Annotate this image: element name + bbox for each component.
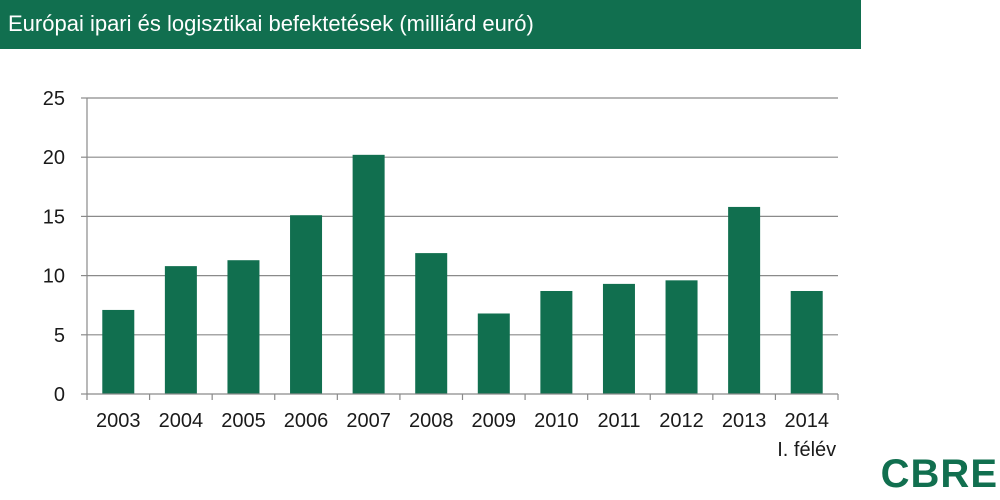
x-tick-label-2007: 2007 xyxy=(346,410,391,432)
x-tick-label-2005: 2005 xyxy=(221,410,266,432)
chart-title: Európai ipari és logisztikai befektetése… xyxy=(8,11,534,36)
y-tick-label: 10 xyxy=(43,266,65,288)
bar-2008 xyxy=(415,253,448,394)
grid-lines xyxy=(87,97,838,336)
bar-2005 xyxy=(227,260,260,394)
bars xyxy=(102,154,823,394)
x-tick-sublabel-2014: I. félév xyxy=(777,439,836,461)
bar-2013 xyxy=(728,206,761,394)
x-tick-label-2009: 2009 xyxy=(472,410,517,432)
axes xyxy=(81,97,839,400)
bar-2009 xyxy=(477,313,510,394)
bar-2004 xyxy=(164,266,197,394)
x-tick-label-2008: 2008 xyxy=(409,410,454,432)
y-tick-label: 0 xyxy=(54,384,65,406)
bar-2011 xyxy=(602,283,635,394)
y-tick-label: 20 xyxy=(43,147,65,169)
bar-2014 xyxy=(790,290,823,394)
bar-2010 xyxy=(540,290,573,394)
x-tick-label-2003: 2003 xyxy=(96,410,141,432)
bar-2006 xyxy=(290,215,323,394)
x-tick-label-2010: 2010 xyxy=(534,410,579,432)
y-tick-labels: 0 5 10 15 20 25 xyxy=(43,88,65,406)
x-tick-label-2006: 2006 xyxy=(284,410,329,432)
y-tick-label: 25 xyxy=(43,88,65,110)
y-tick-label: 15 xyxy=(43,206,65,228)
x-tick-labels: 2003 2004 2005 2006 2007 2008 2009 2010 2011 2012… xyxy=(96,410,836,461)
x-tick-label-2004: 2004 xyxy=(159,410,204,432)
x-tick-label-2012: 2012 xyxy=(659,410,704,432)
y-tick-label: 5 xyxy=(54,325,65,347)
bar-2012 xyxy=(665,280,698,394)
chart-title-bar: Európai ipari és logisztikai befektetése… xyxy=(0,0,861,49)
cbre-logo: CBRE xyxy=(880,452,998,496)
x-tick-label-2011: 2011 xyxy=(597,410,640,432)
bar-2007 xyxy=(352,154,385,394)
x-tick-label-2014: 2014 xyxy=(784,410,829,432)
x-tick-label-2013: 2013 xyxy=(722,410,767,432)
bar-2003 xyxy=(102,309,135,394)
